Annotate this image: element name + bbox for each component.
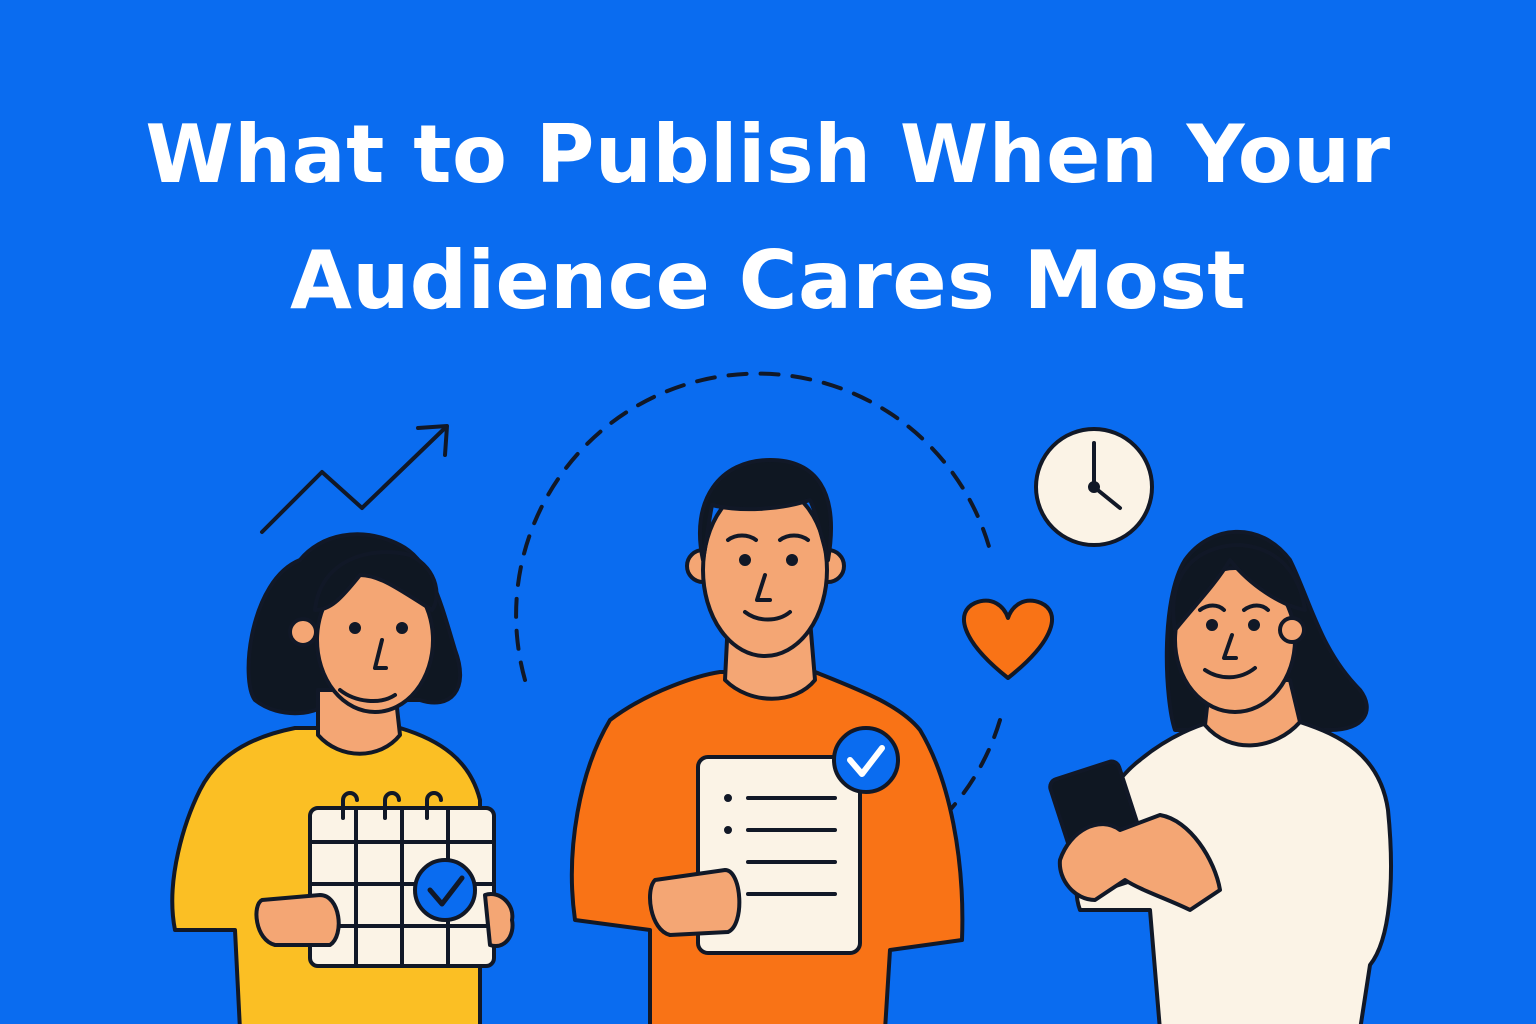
page-title: What to Publish When Your Audience Cares… [0,92,1536,344]
hair [697,458,833,562]
woman-with-calendar [170,532,515,1024]
dashed-cycle-arc-lower [948,718,1002,812]
heart-icon [961,598,1055,680]
left-hand [254,893,341,947]
hair-front [1171,543,1307,632]
dashed-cycle-arc [514,371,992,682]
hand [648,868,742,937]
trend-up-arrow-icon [260,424,449,534]
hands [1057,813,1222,912]
hair-front [313,550,439,612]
man-with-document [569,458,965,1024]
woman-with-phone [1048,529,1393,1024]
clock-icon [1034,427,1154,547]
checkmark-icon [413,858,477,922]
title-line-1: What to Publish When Your [145,108,1391,201]
title-line-2: Audience Cares Most [289,234,1247,327]
check-badge-icon [832,726,900,794]
right-hand [483,892,515,948]
